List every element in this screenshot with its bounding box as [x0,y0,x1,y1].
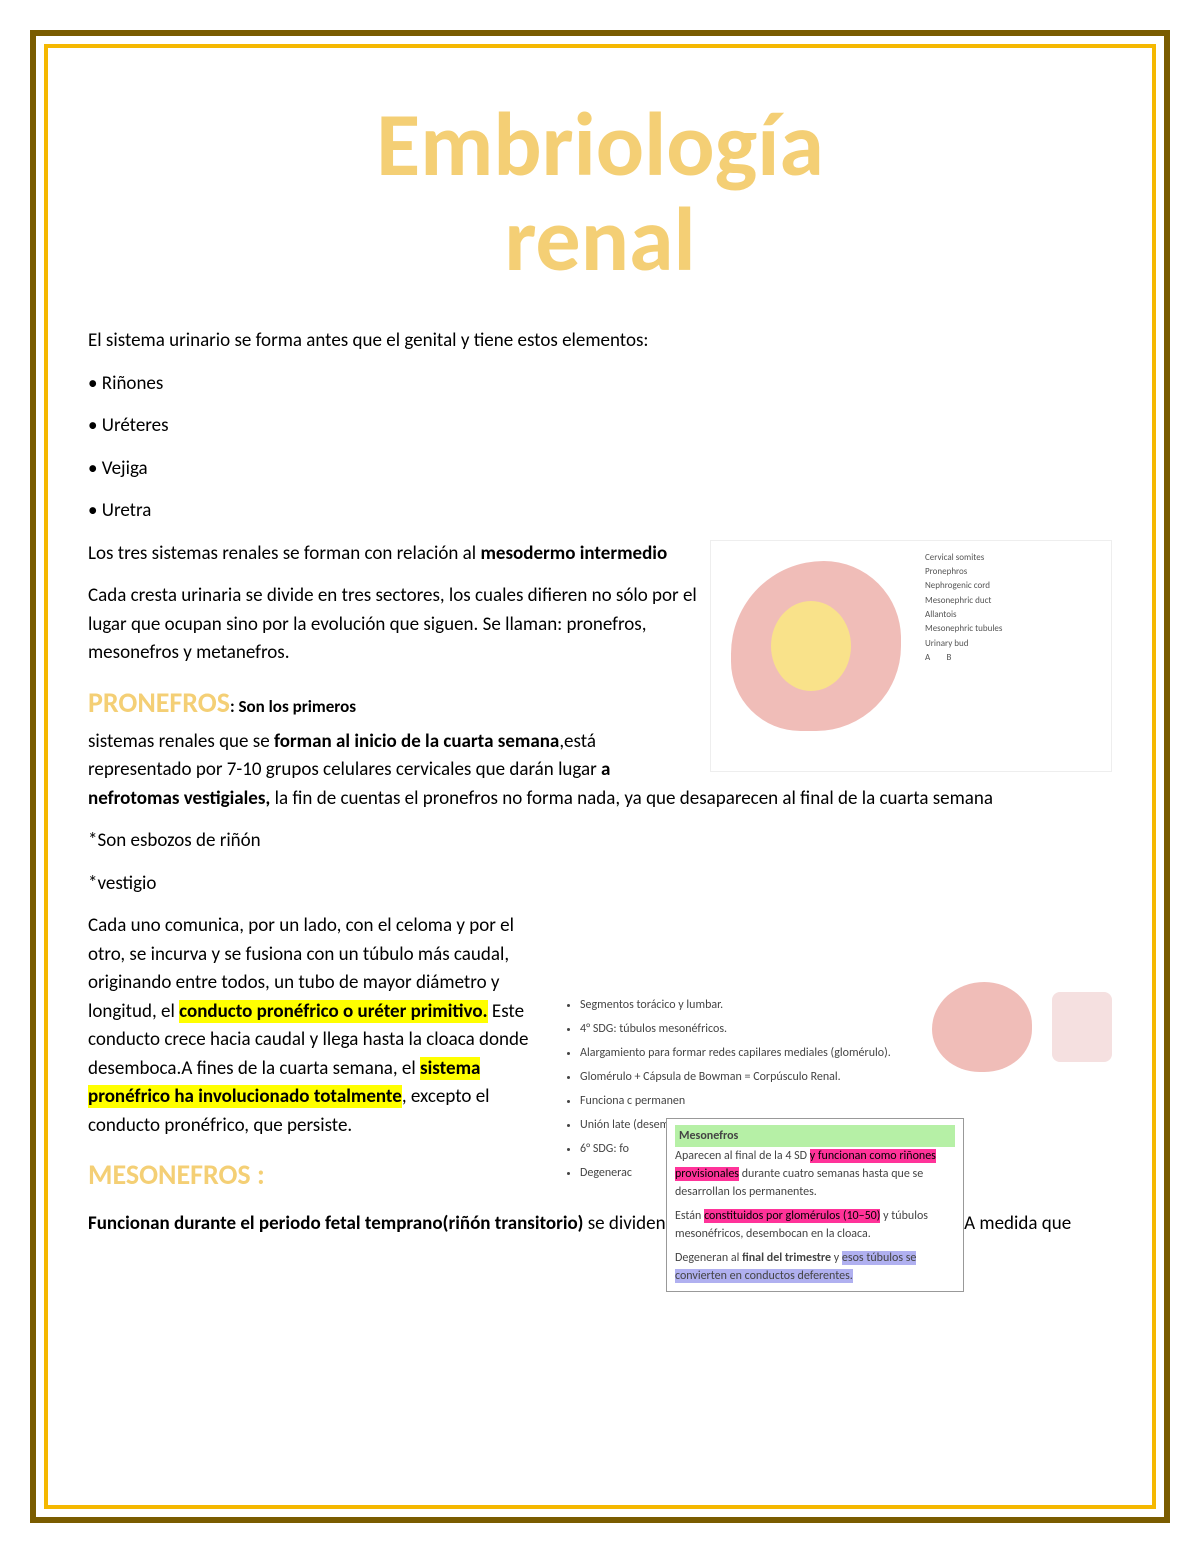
embryo-shape [731,561,901,731]
diagram-label: Pronephros [925,566,967,577]
body-content: El sistema urinario se forma antes que e… [88,327,1112,1239]
bullet-text: Uréteres [102,414,169,437]
text-bold: mesodermo intermedio [480,542,667,565]
title-line-2: renal [504,185,695,295]
text-run: sistemas renales que se [88,730,274,753]
paragraph: *Son esbozos de riñón [88,827,1112,856]
text-bold: Funcionan durante el periodo fetal tempr… [88,1212,583,1235]
text-bold: final del trimestre [742,1251,831,1265]
mesonefros-info-box: Mesonefros Aparecen al final de la 4 SD … [666,1118,964,1292]
text-run: y [831,1251,842,1265]
mesonefros-diagram: Segmentos torácico y lumbar. 4° SDG: túb… [556,982,1112,1196]
bullet-item: • Vejiga [88,455,1112,484]
diagram-label: Cervical somites [925,552,984,563]
diagram-bullet: Glomérulo + Cápsula de Bowman = Corpúscu… [580,1068,1104,1086]
diagram-letter: A [925,652,930,663]
bullet-text: Uretra [102,499,152,522]
bullet-item: • Uretra [88,497,1112,526]
document-title: Embriología renal [88,98,1112,287]
bullet-item: • Uréteres [88,412,1112,441]
bullet-text: Vejiga [102,457,148,480]
section-heading-mesonefros: MESONEFROS : [88,1157,265,1192]
text-run: Los tres sistemas renales se forman con … [88,542,480,565]
small-diagram-shape [1052,992,1112,1062]
diagram-label: Mesonephric duct [925,595,991,606]
diagram-label: Allantois [925,609,957,620]
bullet-item: • Riñones [88,370,1112,399]
section-heading-pronefros: PRONEFROS [88,685,230,720]
intro-paragraph: El sistema urinario se forma antes que e… [88,327,1112,356]
text-run: Están [675,1209,704,1223]
bullet-text: Riñones [102,372,164,395]
diagram-bullet: Funciona c permanen [580,1092,1104,1110]
box-paragraph: Aparecen al final de la 4 SD y funcionan… [675,1147,955,1201]
text-run: la fin de cuentas el pronefros no forma … [270,787,993,810]
text-bold: forman al inicio de la cuarta semana [274,730,559,753]
text-run: Degeneran al [675,1251,742,1265]
box-title: Mesonefros [675,1125,955,1147]
small-embryo-shape [932,982,1032,1072]
embryo-diagram-1: Cervical somites Pronephros Nephrogenic … [710,540,1112,772]
highlight-yellow: conducto pronéfrico o uréter primitivo. [179,1000,488,1023]
diagram-label: Nephrogenic cord [925,580,990,591]
paragraph: *vestigio [88,870,1112,899]
text-run: Aparecen al final de la 4 SD [675,1149,810,1163]
diagram-labels: Cervical somites Pronephros Nephrogenic … [921,541,1111,771]
box-paragraph: Degeneran al final del trimestre y esos … [675,1249,955,1285]
heading-subtext: : Son los primeros [230,696,356,717]
diagram-label: Mesonephric tubules [925,623,1002,634]
diagram-letter: B [947,652,952,663]
title-line-1: Embriología [376,90,824,200]
highlight-pink: constituidos por glomérulos (10–50) [704,1209,880,1223]
box-paragraph: Están constituidos por glomérulos (10–50… [675,1207,955,1243]
diagram-label: Urinary bud [925,638,969,649]
